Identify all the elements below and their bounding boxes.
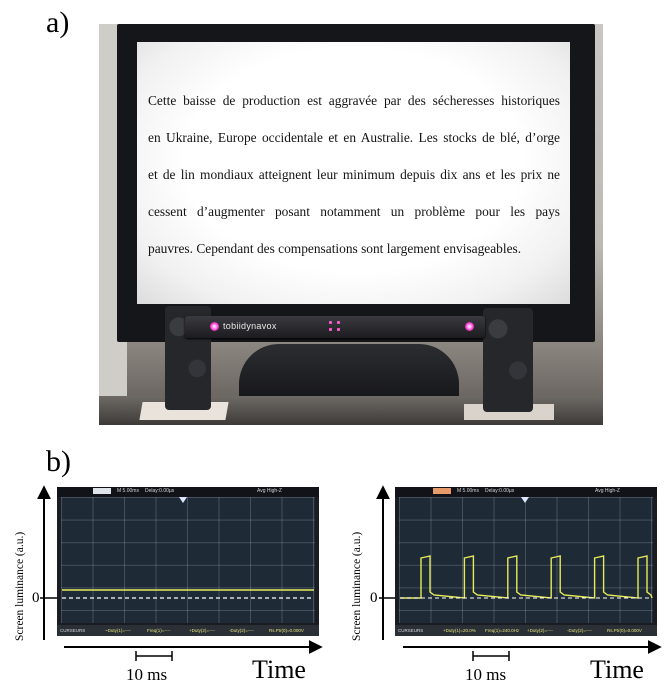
screen-text-line: en Ukraine, Europe occidentale et en Aus… [148, 130, 560, 145]
screen-text-paragraph: Cette baisse de production est aggravée … [148, 82, 560, 267]
acquisition-readout: Avg High-Z [257, 488, 282, 494]
scale-bar-label-right: 10 ms [465, 665, 507, 684]
cursor-readout: Rs.Ptr(0)=0.000V [607, 628, 642, 633]
screen-text-line: cessent d’augmenter posant notamment un … [148, 204, 560, 219]
cursor-readout: Freq(1)=---- [147, 628, 171, 633]
screen-text-line: Cette baisse de production est aggravée … [148, 93, 560, 108]
cursor-readout: ~Duty(1)=---- [105, 628, 132, 633]
scope-status-bar: M 5.00ms Delay:0.00µs Avg High-Z [57, 487, 319, 497]
scope-cursor-bar: CURSEURS +Duty(1)=20.0% Freq(1)=240.0Hz … [395, 625, 657, 636]
delay-readout: Delay:0.00µs [485, 488, 515, 494]
zero-label-left: 0 [32, 590, 40, 606]
ir-led-icon [337, 328, 340, 331]
luminance-trace-right [400, 555, 653, 599]
monitor-bezel: Cette baisse de production est aggravée … [117, 24, 595, 342]
cursor-readout: +Duty(1)=20.0% [443, 628, 476, 633]
timebase-readout: M 5.00ms [457, 488, 479, 494]
ir-led-icon [329, 321, 332, 324]
scope-cursor-bar: CURSEURS ~Duty(1)=---- Freq(1)=---- +Dut… [57, 625, 319, 636]
cursor-readout: +Duty(2)=---- [527, 628, 554, 633]
cursor-readout: CURSEURS [60, 628, 86, 633]
foam-block-right [483, 308, 533, 412]
eye-tracker-brand: tobiidynavox [223, 321, 277, 331]
monitor-screen: Cette baisse de production est aggravée … [137, 42, 570, 304]
screen-text-line: et de lin mondiaux atteignent leur minim… [148, 167, 560, 182]
ir-led-icon [465, 322, 474, 331]
delay-readout: Delay:0.00µs [145, 488, 175, 494]
eye-tracker-bar: tobiidynavox [185, 316, 485, 338]
ir-led-icon [210, 322, 219, 331]
scope-grid [61, 497, 315, 623]
cursor-readout: -Duty(2)=---- [567, 628, 592, 633]
trigger-marker-icon [179, 497, 187, 503]
x-axis-label-left: Time [252, 655, 306, 684]
scale-bar-left [135, 651, 173, 661]
cursor-readout: Rs.Ptr(0)=0.000V [269, 628, 304, 633]
scale-bar-right [472, 651, 510, 661]
cursor-readout: Freq(1)=240.0Hz [485, 628, 520, 633]
acquisition-readout: Avg High-Z [595, 488, 620, 494]
run-indicator [433, 488, 451, 494]
panel-b-label: b) [46, 445, 71, 478]
screen-text-line: pauvres. Cependant des compensations son… [148, 241, 522, 256]
oscilloscope-right: M 5.00ms Delay:0.00µs Avg High-Z CURSEUR… [395, 487, 657, 636]
timebase-readout: M 5.00ms [117, 488, 139, 494]
x-axis-label-right: Time [590, 655, 644, 684]
ir-led-icon [329, 328, 332, 331]
run-indicator [93, 488, 111, 494]
cursor-readout: +Duty(2)=---- [189, 628, 216, 633]
cursor-readout: -Duty(2)=---- [229, 628, 254, 633]
scope-grid [399, 497, 653, 623]
scale-bar-label-left: 10 ms [126, 665, 168, 684]
oscilloscope-left: M 5.00ms Delay:0.00µs Avg High-Z CURSEUR… [57, 487, 319, 636]
trigger-marker-icon [521, 497, 529, 503]
monitor-photo: Cette baisse de production est aggravée … [99, 24, 603, 425]
panel-a-label: a) [46, 6, 70, 39]
zero-label-right: 0 [370, 590, 378, 606]
scope-status-bar: M 5.00ms Delay:0.00µs Avg High-Z [395, 487, 657, 497]
ir-led-icon [337, 321, 340, 324]
cursor-readout: CURSEURS [398, 628, 424, 633]
